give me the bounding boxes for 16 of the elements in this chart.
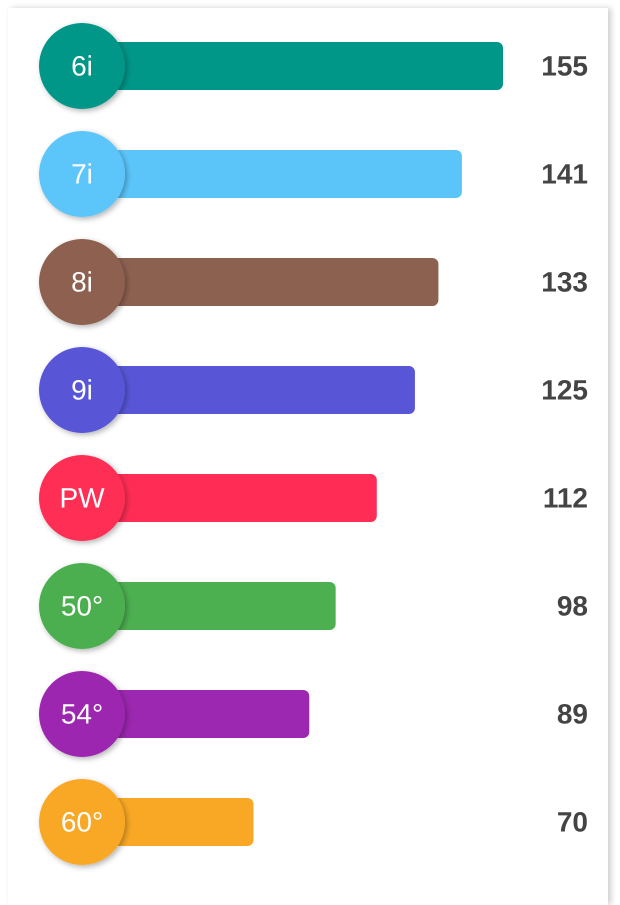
y-tick-label: 8i	[71, 266, 93, 298]
y-tick-label: 6i	[71, 50, 93, 82]
y-tick-label: 60°	[60, 806, 104, 838]
data-label: 98	[556, 590, 588, 622]
y-tick-label: 9i	[71, 374, 93, 406]
data-label: 155	[541, 50, 588, 82]
y-tick-label: 7i	[71, 158, 93, 190]
data-label: 133	[541, 266, 588, 298]
y-tick-label: 50°	[60, 590, 104, 622]
y-tick-label: 54°	[60, 698, 104, 730]
data-label: 89	[556, 698, 588, 730]
y-tick-label: PW	[59, 482, 106, 514]
data-label: 112	[542, 482, 588, 514]
data-label: 141	[541, 158, 588, 190]
data-label: 125	[541, 374, 588, 406]
data-label: 70	[556, 806, 588, 838]
